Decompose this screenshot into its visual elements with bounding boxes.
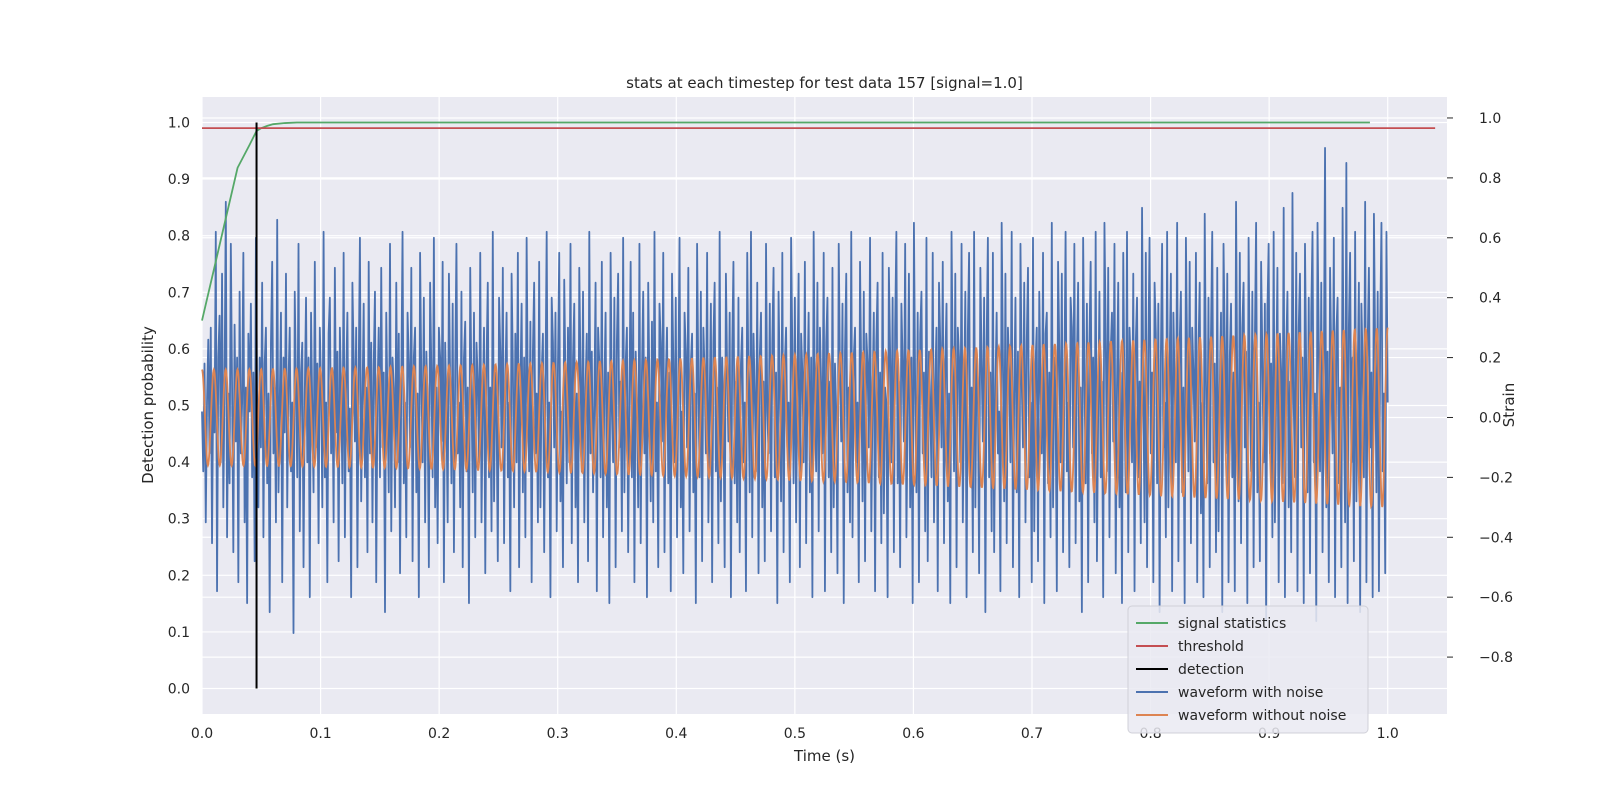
legend-entry: waveform with noise — [1178, 685, 1323, 701]
y-tick-label: 0.4 — [168, 455, 190, 471]
y2-tick-label: −0.6 — [1479, 590, 1513, 606]
y-tick-label: 0.1 — [168, 625, 190, 641]
y2-axis-label: Strain — [1500, 383, 1518, 427]
x-tick-label: 0.6 — [902, 726, 924, 742]
y-tick-label: 0.5 — [168, 399, 190, 415]
y-tick-label: 0.9 — [168, 172, 190, 188]
legend: signal statistics threshold detection wavef… — [1127, 605, 1369, 734]
legend-entry: threshold — [1178, 639, 1244, 655]
y-tick-label: 0.0 — [168, 682, 190, 698]
y2-tick-label: −0.2 — [1479, 470, 1513, 486]
x-tick-label: 0.5 — [784, 726, 806, 742]
y-axis-label: Detection probability — [139, 326, 157, 484]
y-tick-label: 0.7 — [168, 285, 190, 301]
y2-tick-label: 0.4 — [1479, 291, 1501, 307]
x-tick-label: 0.0 — [191, 726, 213, 742]
y2-tick-label: 0.6 — [1479, 231, 1501, 247]
tick-labels: 0.0 0.1 0.2 0.3 0.4 0.5 0.6 0.7 0.8 0.9 1.0 0.0 0.1 0… — [168, 111, 1513, 742]
y-tick-label: 0.2 — [168, 568, 190, 584]
legend-entry: signal statistics — [1178, 616, 1286, 632]
chart-title: stats at each timestep for test data 157… — [626, 74, 1023, 92]
x-tick-label: 0.3 — [547, 726, 569, 742]
series-layer — [201, 121, 1436, 689]
y-tick-label: 1.0 — [168, 115, 190, 131]
legend-entry: detection — [1178, 662, 1244, 678]
y2-tick-label: −0.8 — [1479, 650, 1513, 666]
y2-tick-label: 1.0 — [1479, 111, 1501, 127]
y-tick-label: 0.6 — [168, 342, 190, 358]
y2-tick-label: 0.2 — [1479, 351, 1501, 367]
legend-entry: waveform without noise — [1178, 708, 1346, 724]
x-tick-label: 0.1 — [309, 726, 331, 742]
y-tick-label: 0.8 — [168, 229, 190, 245]
series-waveform-without-noise — [201, 327, 1389, 510]
y2-tick-label: −0.4 — [1479, 530, 1513, 546]
y2-tick-label: 0.0 — [1479, 410, 1501, 426]
y2-tick-label: 0.8 — [1479, 171, 1501, 187]
x-tick-label: 0.2 — [428, 726, 450, 742]
y-tick-label: 0.3 — [168, 512, 190, 528]
series-signal-statistics — [201, 121, 1370, 321]
x-tick-label: 1.0 — [1377, 726, 1399, 742]
legend-box — [1127, 605, 1369, 734]
x-tick-label: 0.4 — [665, 726, 687, 742]
x-tick-label: 0.7 — [1021, 726, 1043, 742]
x-axis-label: Time (s) — [793, 747, 855, 765]
